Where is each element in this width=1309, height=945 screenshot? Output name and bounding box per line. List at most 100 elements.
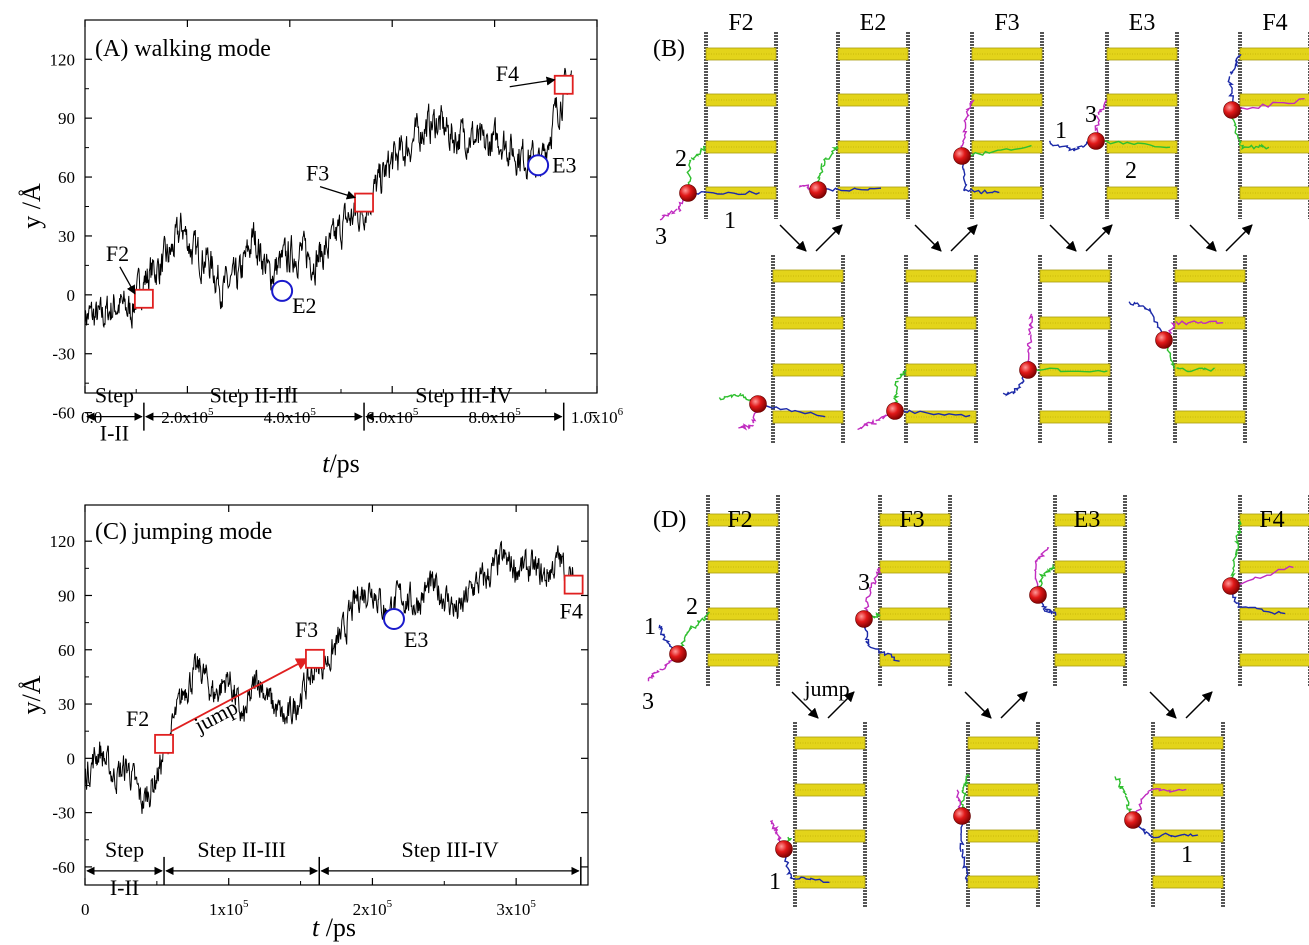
ladder-track	[970, 32, 1044, 219]
ladder-track	[1173, 255, 1247, 443]
walker-bead	[855, 610, 873, 628]
step-label: Step II-III	[197, 837, 286, 862]
walker-bead	[1223, 101, 1241, 119]
walker-leg	[896, 369, 907, 380]
walker-leg	[1042, 563, 1056, 577]
walker-leg	[1148, 832, 1199, 839]
transition-arrow-out	[1185, 691, 1213, 719]
y-tick-label: 90	[58, 586, 75, 605]
ladder-track	[1151, 722, 1225, 908]
walker-leg	[1044, 608, 1057, 616]
walker-leg	[867, 644, 900, 662]
transition-arrow-in	[1149, 691, 1177, 719]
trajectory-series-line	[84, 540, 575, 814]
walker-b-e3: 1 2 3	[1049, 99, 1171, 184]
y-tick-label: -60	[52, 404, 75, 423]
jump-arrow	[170, 658, 309, 732]
marker-f4	[553, 74, 574, 95]
ladder-track	[1238, 495, 1309, 686]
transition-arrow-out	[1225, 224, 1253, 252]
panel-label-d: (D)	[653, 507, 686, 533]
walker-leg	[690, 145, 707, 161]
y-tick-label: -60	[52, 858, 75, 877]
walker-b-mid-3	[1002, 313, 1108, 397]
walker-leg	[1229, 565, 1294, 587]
ladder-track	[1038, 255, 1112, 443]
walker-leg	[770, 819, 779, 832]
trajectory-series-line	[84, 67, 572, 330]
bead-number-1: 1	[1055, 118, 1067, 144]
walker-leg	[963, 99, 975, 122]
walker-leg	[1114, 776, 1128, 796]
marker-f2	[133, 288, 154, 309]
walker-leg	[718, 392, 742, 401]
marker-e2	[271, 279, 294, 302]
transition-arrow-in	[914, 224, 942, 252]
walker-leg	[1176, 367, 1216, 373]
frame-label-f4: F4	[1262, 10, 1287, 36]
frame-label-f3: F3	[899, 507, 924, 533]
bead-number-1: 1	[769, 869, 781, 895]
bead-number-3: 3	[1085, 102, 1097, 128]
bead-number-3: 3	[642, 689, 654, 715]
walker-leg	[1229, 53, 1242, 75]
walker-leg	[1049, 140, 1076, 152]
walker-leg	[962, 773, 971, 792]
walker-leg	[821, 145, 839, 168]
frame-label-e3: E3	[1129, 10, 1156, 36]
bead-number-2: 2	[675, 146, 687, 172]
bead-number-3: 3	[655, 224, 667, 250]
panel-c-jumping-chart: (C) jumping mode -60 -30 0 30 60 90 120 0 1x105 2…	[17, 504, 589, 942]
frame-label-e2: E2	[860, 10, 887, 36]
panel-label-b: (B)	[653, 36, 685, 62]
y-tick-label: 30	[58, 227, 75, 246]
marker-pointer-arrow	[119, 266, 136, 295]
y-tick-label: 60	[58, 641, 75, 660]
walker-bead	[1019, 361, 1037, 379]
walker-leg	[1232, 98, 1305, 111]
walker-leg	[1002, 387, 1019, 397]
marker-f3	[305, 648, 325, 669]
ladder-track	[1053, 495, 1127, 686]
ladder-track	[1238, 32, 1309, 219]
panel-label-a: (A) walking mode	[95, 36, 271, 62]
walker-bead	[669, 645, 687, 663]
marker-label: E3	[552, 152, 576, 177]
jump-label-d: jump	[803, 676, 849, 701]
walker-bead	[953, 807, 971, 825]
walker-bead	[953, 147, 971, 165]
transition-arrow-out	[827, 691, 855, 719]
ladder-track	[771, 255, 845, 443]
transition-arrow-in	[964, 691, 992, 719]
jump-label: jump	[189, 694, 242, 738]
walker-leg	[1097, 99, 1108, 115]
bead-number-2: 2	[1125, 158, 1137, 184]
step-label: Step	[95, 383, 134, 408]
walker-leg	[1148, 787, 1187, 793]
transition-arrow-in	[791, 691, 819, 719]
walker-leg	[818, 187, 882, 193]
walker-leg	[1028, 313, 1034, 336]
walker-bead	[886, 402, 904, 420]
x-tick-label: 3x105	[496, 898, 536, 919]
walker-leg	[868, 567, 882, 591]
y-tick-label: 60	[58, 168, 75, 187]
marker-f4	[563, 574, 584, 595]
transition-arrow-out	[815, 224, 843, 252]
walker-leg	[647, 669, 660, 682]
walker-leg	[1237, 606, 1286, 615]
frame-label-f2: F2	[728, 10, 753, 36]
step-label: Step III-IV	[401, 837, 498, 862]
walker-leg	[857, 418, 877, 431]
panel-d-jumping-snapshots: (D) F2 F3 E3 F4 jump 1 2 3 3 1 1	[642, 495, 1309, 908]
x-tick-label: 0	[81, 900, 90, 919]
y-tick-label: -30	[52, 804, 75, 823]
y-axis-label-c: y/Å	[17, 675, 46, 714]
transition-arrow-out	[950, 224, 978, 252]
y-tick-label: -30	[52, 345, 75, 364]
ladder-track	[878, 495, 952, 686]
walker-leg	[960, 144, 1032, 157]
transition-arrow-in	[1049, 224, 1077, 252]
walker-bead	[1155, 331, 1173, 349]
